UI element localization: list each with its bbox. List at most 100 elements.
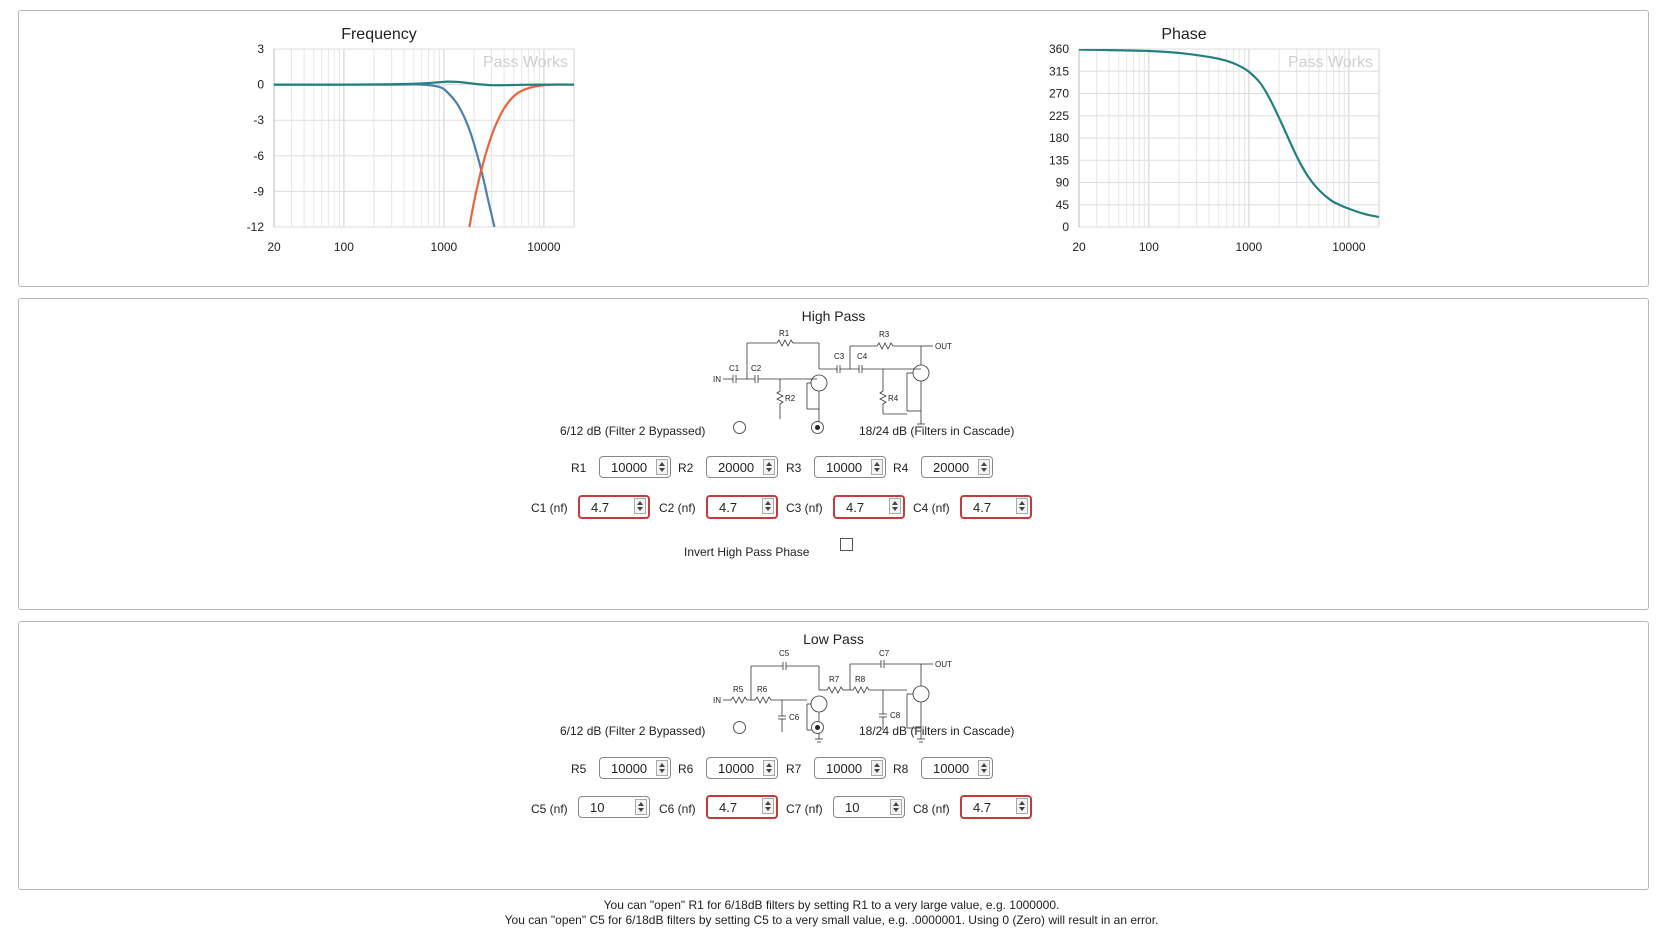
phase-chart: Phase 360 315 270 225 180 135 90 45 020 100 1000 100… [1049,26,1380,254]
spinner-arrows-icon[interactable] [656,760,668,776]
c5-label: C5 (nf) [531,802,568,816]
c6-label: C6 (nf) [659,802,696,816]
x-tick-label: 1000 [431,240,458,254]
svg-text:C2: C2 [751,364,762,373]
y-tick-label: 3 [257,42,264,56]
spinner-arrows-icon[interactable] [634,498,646,514]
y-tick-label: 225 [1049,109,1069,123]
watermark: Pass Works [1288,54,1373,71]
radio-6-12[interactable] [733,421,746,434]
y-tick-label: 180 [1049,131,1069,145]
radio-18-24[interactable] [811,421,824,434]
low-pass-slope-row: 6/12 dB (Filter 2 Bypassed) 18/24 dB (Fi… [19,721,1648,741]
r2-input[interactable]: 20000 [706,456,778,478]
invert-phase-label: Invert High Pass Phase [684,545,810,559]
r5-input[interactable]: 10000 [599,757,671,779]
svg-text:R6: R6 [757,685,768,694]
spinner-arrows-icon[interactable] [1016,798,1028,814]
y-tick-label: 45 [1056,198,1070,212]
svg-text:R2: R2 [785,394,796,403]
spinner-arrows-icon[interactable] [763,459,775,475]
svg-text:R7: R7 [829,675,840,684]
y-tick-label: 315 [1049,64,1069,78]
y-tick-label: 135 [1049,153,1069,167]
spinner-arrows-icon[interactable] [871,459,883,475]
r1-input[interactable]: 10000 [599,456,671,478]
high-pass-schematic: IN OUT R1 C1 C2 R2 C3 C4 R3 R4 [713,329,952,428]
x-tick-label: 10000 [1332,240,1366,254]
charts-panel: Frequency 3 0 -3 -6 -9 -12 20 100 1000 10000 Pass W… [18,10,1649,287]
c2-input[interactable]: 4.7 [706,495,778,519]
r8-input[interactable]: 10000 [921,757,993,779]
svg-text:R3: R3 [879,330,890,339]
spinner-arrows-icon[interactable] [871,760,883,776]
svg-text:C1: C1 [729,364,740,373]
footnote-c5: You can "open" C5 for 6/18dB filters by … [504,913,1159,927]
svg-text:C7: C7 [879,649,890,658]
y-tick-label: -9 [253,184,264,198]
r3-label: R3 [786,461,802,475]
spinner-arrows-icon[interactable] [762,798,774,814]
svg-text:R4: R4 [888,394,899,403]
r5-label: R5 [571,762,587,776]
c3-input[interactable]: 4.7 [833,495,905,519]
spinner-arrows-icon[interactable] [762,498,774,514]
spinner-arrows-icon[interactable] [1016,498,1028,514]
r8-label: R8 [893,762,909,776]
c8-input[interactable]: 4.7 [960,795,1032,819]
spinner-arrows-icon[interactable] [978,459,990,475]
svg-text:OUT: OUT [935,342,952,351]
series-line [274,80,574,87]
c8-label: C8 (nf) [913,802,950,816]
c6-input[interactable]: 4.7 [706,795,778,819]
spinner-arrows-icon[interactable] [763,760,775,776]
spinner-arrows-icon[interactable] [889,498,901,514]
c4-input[interactable]: 4.7 [960,495,1032,519]
svg-text:IN: IN [713,696,721,705]
radio-18-24[interactable] [811,721,824,734]
r6-input[interactable]: 10000 [706,757,778,779]
c5-input[interactable]: 10 [578,796,650,818]
x-tick-label: 20 [267,240,281,254]
high-pass-slope-row: 6/12 dB (Filter 2 Bypassed) 18/24 dB (Fi… [19,421,1648,441]
r6-label: R6 [678,762,694,776]
low-pass-title: Low Pass [803,631,864,647]
radio-label-18-24: 18/24 dB (Filters in Cascade) [859,424,1015,438]
r2-label: R2 [678,461,694,475]
invert-phase-checkbox[interactable] [840,538,853,551]
low-pass-schematic: IN OUT C5 R5 R6 C6 C7 R7 R8 C8 [713,649,952,743]
spinner-arrows-icon[interactable] [656,459,668,475]
r4-input[interactable]: 20000 [921,456,993,478]
x-tick-label: 1000 [1236,240,1263,254]
spinner-arrows-icon[interactable] [890,799,902,815]
chart-title: Phase [1161,26,1206,43]
chart-title: Frequency [341,26,417,43]
c3-label: C3 (nf) [786,501,823,515]
low-pass-panel: Low Pass [18,621,1649,890]
radio-label-18-24: 18/24 dB (Filters in Cascade) [859,724,1015,738]
x-tick-label: 100 [334,240,354,254]
svg-text:C3: C3 [834,352,845,361]
x-tick-label: 100 [1139,240,1159,254]
footnote-r1: You can "open" R1 for 6/18dB filters by … [603,898,1060,912]
svg-text:C4: C4 [857,352,868,361]
c2-label: C2 (nf) [659,501,696,515]
spinner-arrows-icon[interactable] [635,799,647,815]
c7-input[interactable]: 10 [833,796,905,818]
r3-input[interactable]: 10000 [814,456,886,478]
x-tick-label: 10000 [527,240,561,254]
c1-input[interactable]: 4.7 [578,495,650,519]
grid [273,48,575,228]
y-tick-label: -6 [253,149,264,163]
spinner-arrows-icon[interactable] [978,760,990,776]
c4-label: C4 (nf) [913,501,950,515]
r7-input[interactable]: 10000 [814,757,886,779]
svg-text:IN: IN [713,375,721,384]
svg-text:C5: C5 [779,649,790,658]
y-tick-label: 0 [1062,220,1069,234]
c1-label: C1 (nf) [531,501,568,515]
radio-label-6-12: 6/12 dB (Filter 2 Bypassed) [560,724,706,738]
c7-label: C7 (nf) [786,802,823,816]
y-tick-label: 0 [257,78,264,92]
radio-6-12[interactable] [733,721,746,734]
